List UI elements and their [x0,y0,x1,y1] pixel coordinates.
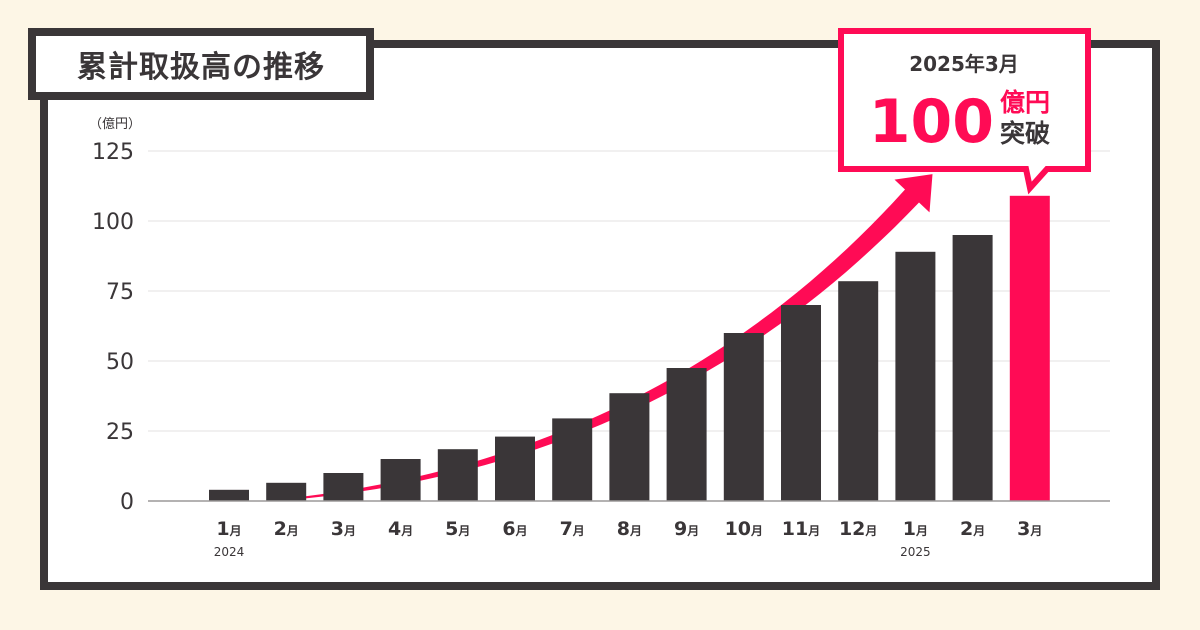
bar [552,418,593,501]
y-axis: 0 25 50 75 100 125 [92,140,134,515]
callout-date: 2025年3月 [909,52,1019,76]
bar [952,235,993,501]
y-tick-label: 100 [92,210,134,235]
bar [209,489,249,501]
x-tick-label: 9月 [674,518,699,540]
y-tick-label: 50 [106,350,134,375]
x-tick-label: 6月 [502,518,527,540]
bar [266,482,307,501]
x-tick-label: 7月 [560,518,585,540]
callout-box: 2025年3月 100 億円 突破 [838,28,1091,195]
y-tick-label: 75 [106,280,134,305]
x-axis: 1月 2024 2月 3月 4月 5月 6月 7月 8月 9月 10月 11月 12月 1月 2025 2月 3… [214,518,1043,559]
bar [437,449,478,501]
bar [1009,195,1050,502]
x-tick-label: 4月 [388,518,413,540]
x-tick-label: 3月 [1017,518,1042,540]
callout-bubble [838,28,1091,195]
bar [323,473,364,501]
x-tick-label: 1月 [216,518,241,540]
bar [380,459,421,501]
y-tick-label: 0 [120,490,134,515]
callout-suffix: 突破 [1000,119,1050,148]
x-tick-label: 2月 [960,518,985,540]
y-tick-label: 25 [106,420,134,445]
x-tick-label: 2月 [274,518,299,540]
bar [495,436,535,501]
x-tick-label: 5月 [445,518,470,540]
x-year-label: 2024 [214,545,245,559]
y-axis-unit: （億円） [89,116,141,132]
x-tick-label: 8月 [617,518,642,540]
bar [838,281,879,501]
chart-title: 累計取扱高の推移 [28,28,374,100]
callout-number: 100 [869,87,994,157]
bars [209,195,1050,502]
x-year-label: 2025 [900,545,931,559]
bar [723,333,764,501]
bar [666,368,707,501]
x-tick-label: 10月 [725,518,763,540]
bar [895,251,936,501]
x-tick-label: 12月 [839,518,877,540]
bar [609,393,650,501]
y-tick-label: 125 [92,140,134,165]
callout-unit: 億円 [1000,88,1050,117]
bar [781,305,821,501]
x-tick-label: 3月 [331,518,356,540]
x-tick-label: 11月 [782,518,820,540]
x-tick-label: 1月 [903,518,928,540]
